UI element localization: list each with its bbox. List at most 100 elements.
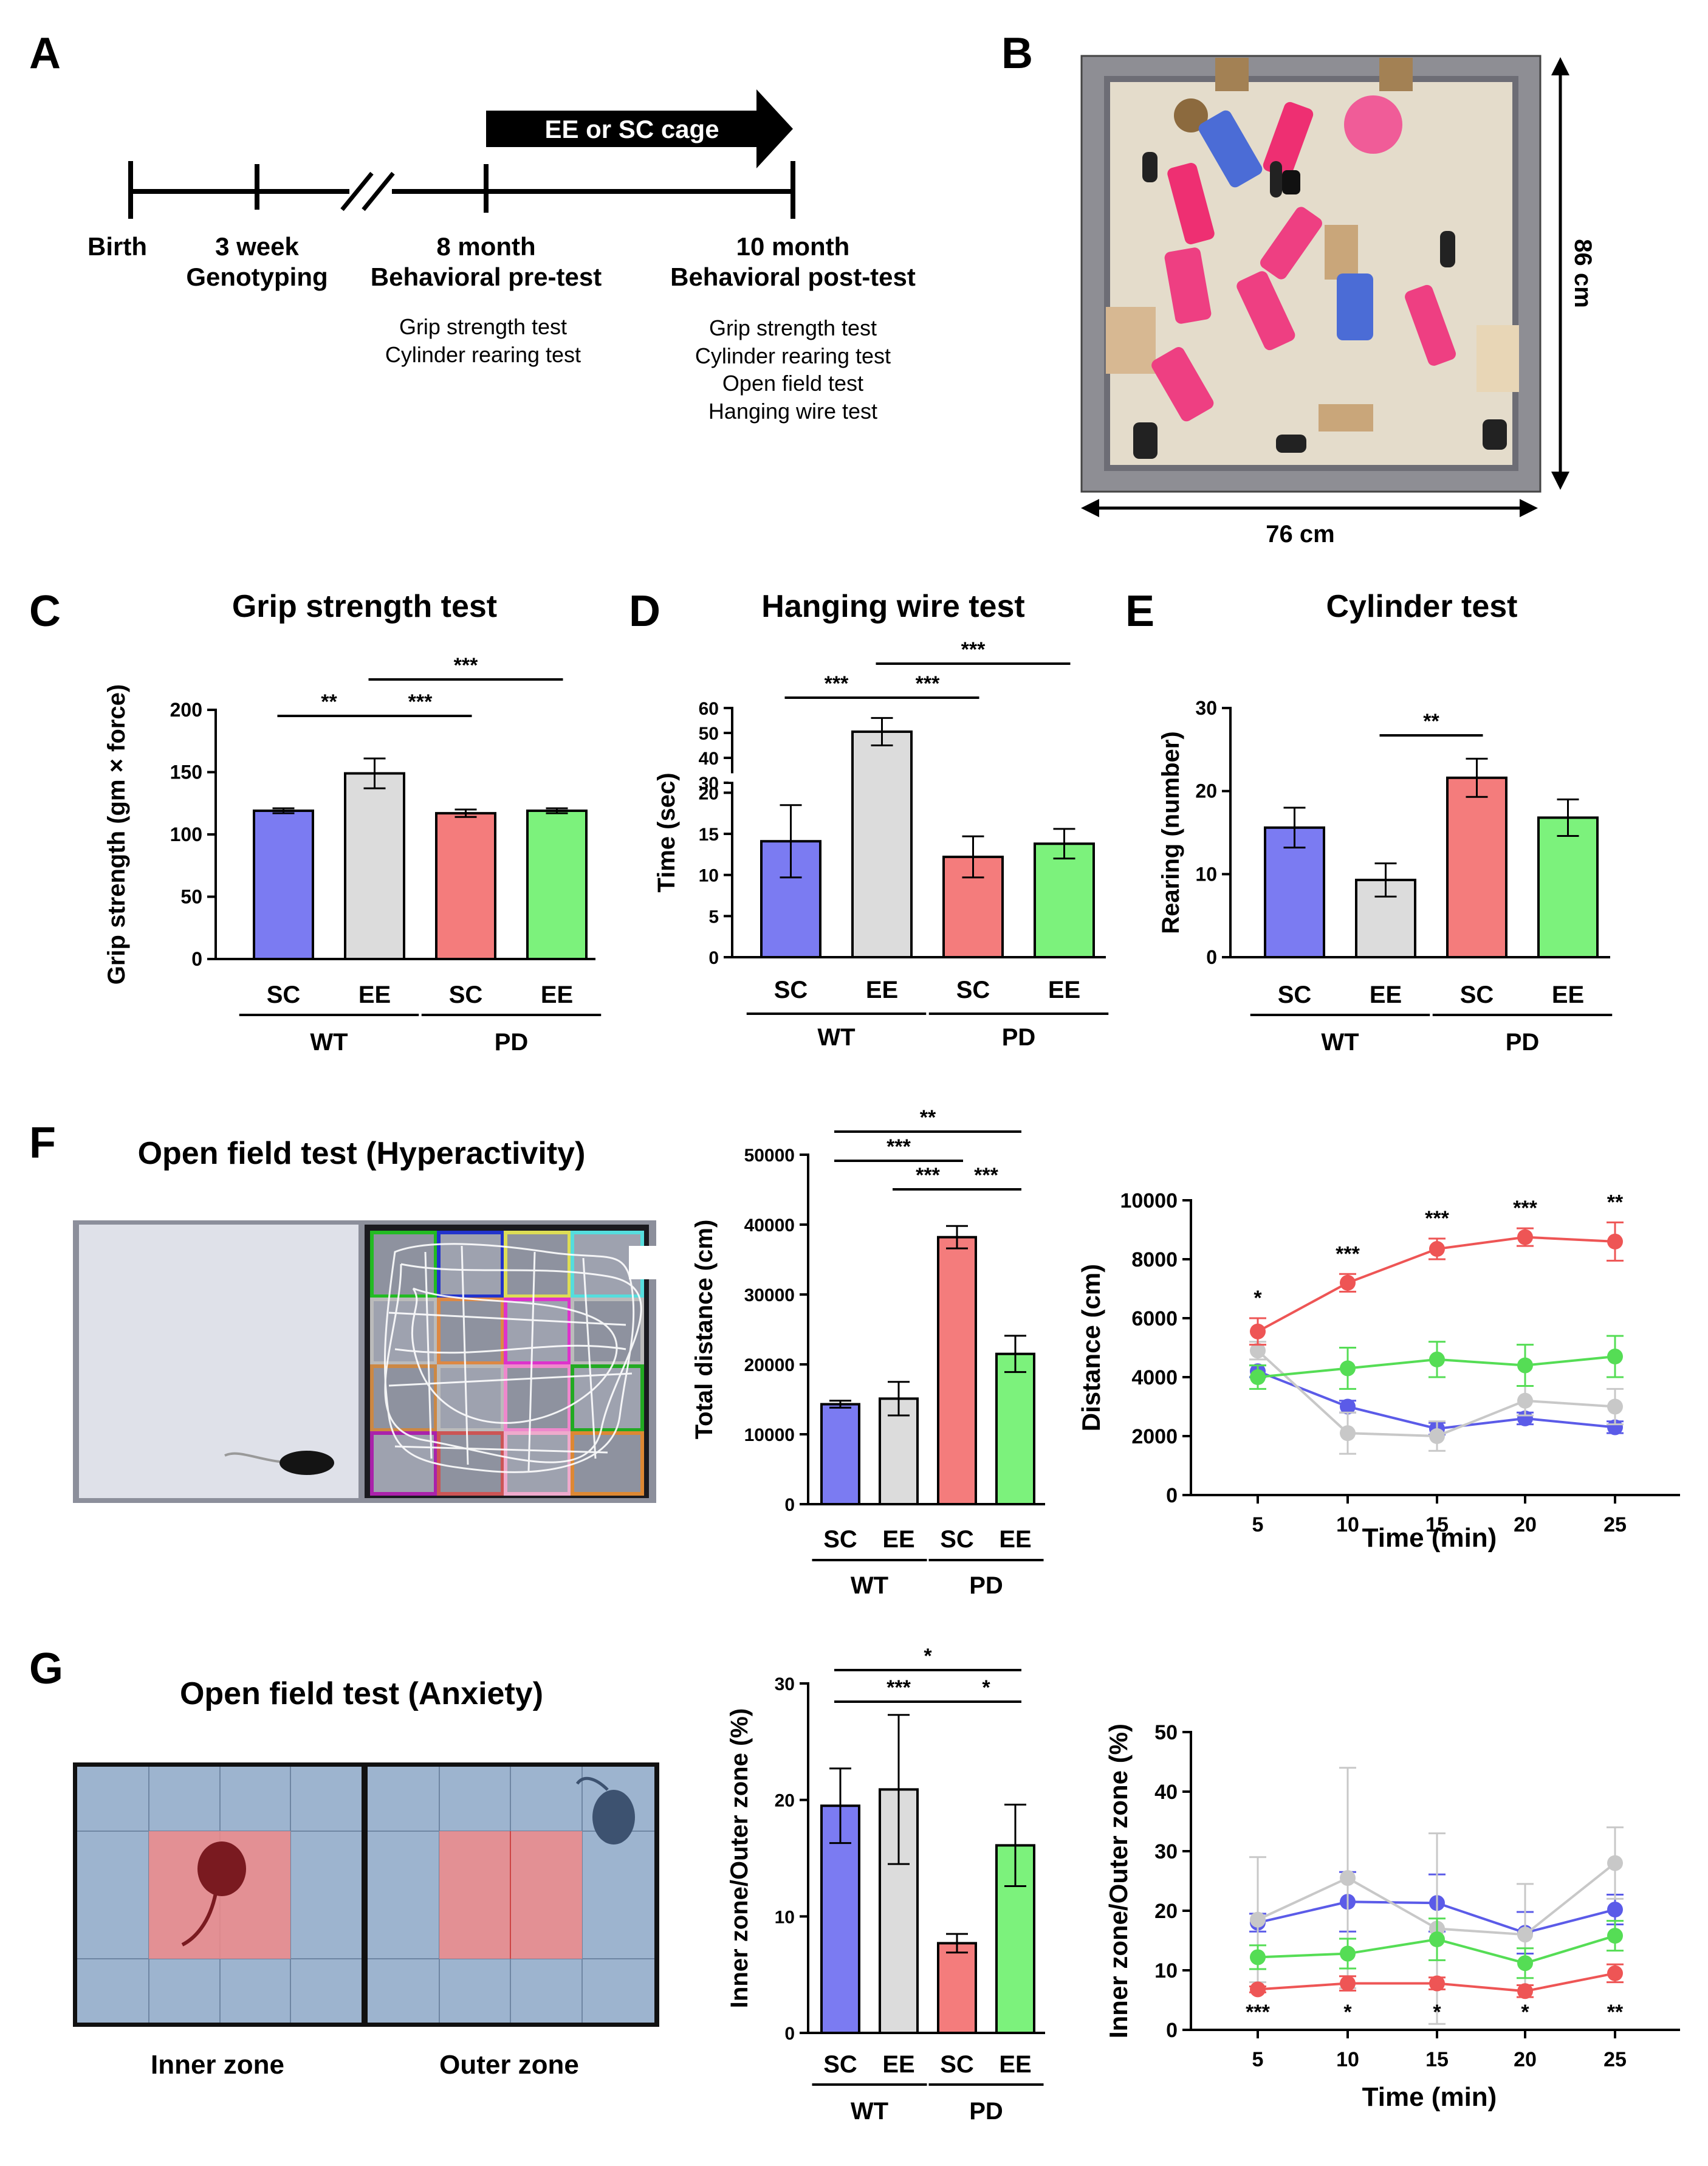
group-label-pd: PD <box>1506 1029 1540 1056</box>
data-point <box>1429 1241 1445 1257</box>
chart-zone-ratio: 0 10 20 30 Inner zone/Outer zone (%) SC EE SC EE… <box>726 1645 1045 2125</box>
bar-pd-sc <box>937 1942 977 2035</box>
chart-zone-time: 0 10 20 30 40 50 5 10 15 20 25 Time (min) Inner zone… <box>1104 1721 1680 2112</box>
significance-label: *** <box>961 638 986 661</box>
significance-label: *** <box>825 672 849 695</box>
significance-label: * <box>1521 2001 1529 2024</box>
y-tick-label: 0 <box>191 948 202 970</box>
group-label-wt: WT <box>851 1572 888 1599</box>
mouse-inner-icon <box>197 1841 246 1896</box>
data-point <box>1517 1357 1533 1374</box>
svg-text:3 week: 3 week <box>215 232 299 261</box>
category-label: EE <box>1552 982 1584 1008</box>
y-tick-label: 0 <box>784 1495 795 1515</box>
photo-title-f: Open field test (Hyperactivity) <box>138 1136 586 1171</box>
y-tick-label: 40 <box>1154 1781 1178 1804</box>
y-tick-label: 2000 <box>1131 1425 1178 1448</box>
y-tick-label: 6000 <box>1131 1307 1178 1330</box>
y-tick-label: 60 <box>699 699 719 719</box>
bar-wt-sc <box>253 810 314 961</box>
data-point <box>1340 1398 1356 1415</box>
data-point <box>1607 1398 1623 1415</box>
significance-label: *** <box>974 1164 998 1187</box>
category-label: SC <box>940 2051 974 2078</box>
y-tick-label: 0 <box>1166 2019 1178 2042</box>
category-label: SC <box>1278 982 1312 1008</box>
y-axis-label: Inner zone/Outer zone (%) <box>726 1708 753 2008</box>
group-label-wt: WT <box>1321 1029 1359 1056</box>
data-point <box>1250 1949 1266 1965</box>
data-point <box>1517 1392 1533 1409</box>
data-point <box>1340 1975 1356 1992</box>
x-tick-label: 25 <box>1603 1513 1627 1536</box>
chart-title: Cylinder test <box>1326 589 1518 624</box>
significance-label: * <box>1254 1287 1262 1310</box>
y-tick-label: 10 <box>699 866 719 886</box>
svg-text:Behavioral pre-test: Behavioral pre-test <box>371 263 602 291</box>
svg-text:Grip strength test: Grip strength test <box>399 314 567 339</box>
data-point <box>1250 1343 1266 1359</box>
cage-items <box>1106 58 1519 459</box>
significance-label: *** <box>916 1164 940 1187</box>
y-tick-label: 10000 <box>744 1425 795 1445</box>
y-tick-label: 30 <box>1154 1840 1178 1863</box>
y-tick-label: 0 <box>1206 946 1217 968</box>
y-tick-label: 40000 <box>744 1215 795 1236</box>
chart-distance-time: 0 2000 4000 6000 8000 10000 5 10 15 20 25 Time (min… <box>1077 1189 1680 1553</box>
y-tick-label: 100 <box>170 823 202 845</box>
group-label-wt: WT <box>310 1029 348 1056</box>
category-label: EE <box>999 2051 1031 2078</box>
svg-text:8 month: 8 month <box>436 232 535 261</box>
significance-label: *** <box>454 654 478 677</box>
significance-label: ** <box>920 1106 936 1129</box>
y-tick-label: 20 <box>775 1791 795 1811</box>
data-point <box>1517 1927 1533 1943</box>
data-point <box>1607 1965 1623 1981</box>
x-axis-label: Time (min) <box>1362 2082 1497 2112</box>
svg-text:Behavioral post-test: Behavioral post-test <box>670 263 916 291</box>
significance-label: *** <box>1246 2001 1270 2024</box>
y-tick-label: 4000 <box>1131 1366 1178 1389</box>
timeline-arrow <box>486 89 793 168</box>
y-tick-label: 50 <box>1154 1721 1178 1744</box>
significance-label: ** <box>1607 1191 1624 1214</box>
group-label-pd: PD <box>1002 1024 1036 1051</box>
y-tick-label: 50000 <box>744 1146 795 1166</box>
chart-title: Grip strength test <box>232 589 497 624</box>
significance-label: * <box>924 1645 932 1668</box>
group-label-pd: PD <box>969 2098 1003 2125</box>
panel-f-photo: Open field test (Hyperactivity) <box>73 1136 656 1503</box>
y-tick-label: 20 <box>1154 1900 1178 1923</box>
svg-text:10 month: 10 month <box>736 232 850 261</box>
data-point <box>1517 1955 1533 1972</box>
y-tick-label: 50 <box>699 724 719 744</box>
y-tick-label: 150 <box>170 762 202 783</box>
data-point <box>1429 1428 1445 1444</box>
y-tick-label: 20000 <box>744 1355 795 1375</box>
category-label: EE <box>882 2051 914 2078</box>
bar-pd-sc <box>435 812 496 961</box>
mouse-outer-icon <box>592 1790 635 1845</box>
category-label: SC <box>956 977 990 1003</box>
chart-grip-strength: 0 50 100 150 200 Grip strength test Grip stren… <box>103 589 602 1056</box>
x-tick-label: 20 <box>1514 2048 1537 2071</box>
category-label: SC <box>774 977 808 1003</box>
panel-letter-a: A <box>29 29 61 78</box>
significance-label: *** <box>408 690 433 713</box>
data-point <box>1340 1360 1356 1377</box>
panel-letter-f: F <box>29 1119 56 1167</box>
data-point <box>1250 1323 1266 1339</box>
y-tick-label: 40 <box>699 749 719 769</box>
data-point <box>1340 1945 1356 1962</box>
category-label: SC <box>823 2051 857 2078</box>
significance-label: *** <box>1336 1242 1360 1265</box>
significance-label: *** <box>1513 1197 1537 1220</box>
svg-text:Cylinder rearing test: Cylinder rearing test <box>385 342 581 367</box>
category-label: EE <box>1370 982 1402 1008</box>
photo-title-g: Open field test (Anxiety) <box>180 1676 543 1711</box>
category-label: SC <box>940 1526 974 1553</box>
x-tick-label: 5 <box>1252 2048 1264 2071</box>
significance-label: ** <box>321 690 337 713</box>
category-label: EE <box>999 1526 1031 1553</box>
